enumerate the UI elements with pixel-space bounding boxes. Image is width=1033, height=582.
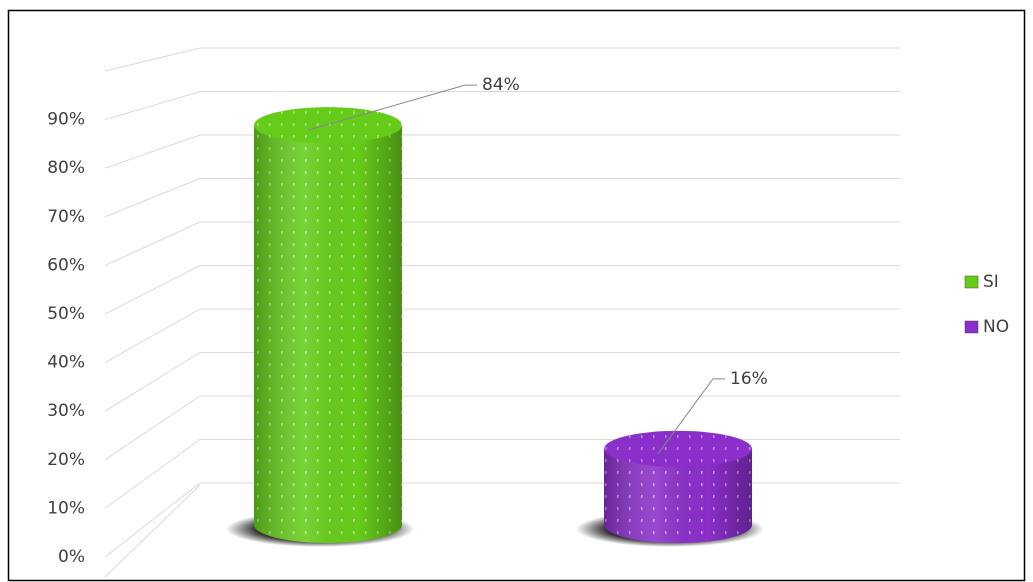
- y-tick-label: 50%: [47, 304, 85, 324]
- data-label: 16%: [730, 369, 768, 389]
- legend-label: NO: [983, 317, 1009, 337]
- legend-label: SI: [983, 272, 999, 292]
- grid-line: [104, 308, 201, 364]
- grid-line: [104, 395, 201, 461]
- grid-line: [104, 134, 201, 169]
- bar-shade: [604, 448, 752, 543]
- data-label: 84%: [482, 75, 520, 95]
- grid-line: [104, 47, 201, 72]
- grid-line: [104, 352, 201, 412]
- grid-line: [104, 178, 201, 218]
- grid-line: [104, 482, 201, 558]
- y-tick-label: 20%: [47, 450, 85, 470]
- bar-shade: [254, 125, 402, 543]
- y-tick-label: 40%: [47, 353, 85, 373]
- leader-line: [657, 378, 714, 455]
- grid-line: [104, 221, 201, 266]
- y-tick-label: 0%: [58, 547, 85, 567]
- floor-edge: [104, 484, 201, 578]
- grid-line: [104, 439, 201, 509]
- y-tick-label: 30%: [47, 401, 85, 421]
- grid-line: [104, 265, 201, 315]
- y-tick-label: 90%: [47, 110, 85, 130]
- leader-line: [307, 84, 466, 131]
- legend-swatch: [964, 275, 979, 289]
- y-tick-label: 70%: [47, 207, 85, 227]
- grid-line: [104, 91, 201, 121]
- y-tick-label: 60%: [47, 255, 85, 275]
- legend-swatch: [964, 320, 979, 334]
- y-tick-label: 10%: [47, 498, 85, 518]
- bar-top-pattern: [254, 107, 402, 144]
- bar-top-pattern: [604, 430, 752, 467]
- chart-border: [7, 9, 1026, 582]
- y-tick-label: 80%: [47, 158, 85, 178]
